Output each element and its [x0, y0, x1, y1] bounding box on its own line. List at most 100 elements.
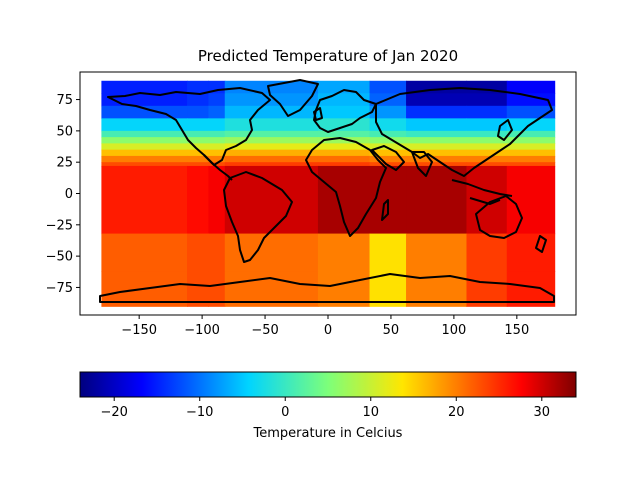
heatmap-cell: [208, 143, 226, 151]
heatmap-cell: [406, 105, 468, 119]
heatmap-cell: [317, 105, 371, 119]
heatmap-cell: [506, 162, 556, 167]
heatmap-cells: [101, 80, 556, 307]
coast-indonesia: [451, 179, 513, 205]
heatmap-cell: [506, 80, 556, 94]
heatmap-cell: [224, 105, 319, 119]
heatmap-cell: [369, 233, 407, 272]
colorbar-tick-label: 10: [362, 405, 379, 420]
heatmap-cell: [224, 271, 319, 307]
heatmap-cell: [369, 143, 407, 151]
heatmap-cell: [466, 137, 508, 144]
heatmap-cell: [466, 130, 508, 138]
coastlines: [99, 79, 555, 303]
heatmap-cell: [317, 118, 371, 132]
heatmap-cell: [208, 130, 226, 138]
heatmap-cell: [506, 143, 556, 151]
heatmap-cell: [101, 149, 188, 157]
heatmap-cell: [208, 233, 226, 272]
y-axis-ticks: −75 −50 −25 0 25 50 75: [46, 93, 80, 296]
coast-madagascar: [381, 199, 389, 221]
heatmap-cell: [208, 118, 226, 132]
heatmap-cell: [466, 118, 508, 132]
heatmap-cell: [317, 233, 371, 272]
heatmap-cell: [208, 162, 226, 167]
heatmap-cell: [224, 143, 319, 151]
heatmap-cell: [101, 118, 188, 132]
heatmap-cell: [317, 137, 371, 144]
heatmap-cell: [187, 155, 210, 163]
heatmap-cell: [224, 93, 319, 107]
y-tick-label: −75: [46, 281, 73, 296]
heatmap-cell: [466, 162, 508, 167]
heatmap-cell: [317, 271, 371, 307]
heatmap-cell: [369, 105, 407, 119]
x-tick-label: 50: [383, 323, 400, 338]
heatmap-cell: [506, 93, 556, 107]
heatmap-cell: [466, 149, 508, 157]
coast-africa: [305, 137, 387, 237]
heatmap-cell: [224, 155, 319, 163]
x-tick-label: −150: [121, 323, 157, 338]
heatmap-cell: [208, 105, 226, 119]
coast-arabia-india: [371, 145, 433, 177]
x-tick-label: 150: [504, 323, 529, 338]
heatmap-cell: [369, 137, 407, 144]
heatmap-cell: [187, 118, 210, 132]
heatmap-cell: [369, 130, 407, 138]
heatmap-cell: [506, 149, 556, 157]
heatmap-cell: [224, 149, 319, 157]
coast-north-america: [107, 87, 271, 166]
heatmap-cell: [506, 233, 556, 272]
heatmap-cell: [369, 149, 407, 157]
colorbar-tick-label: 20: [448, 405, 465, 420]
heatmap-cell: [187, 271, 210, 307]
heatmap-cell: [224, 118, 319, 132]
y-tick-label: 75: [56, 93, 73, 108]
heatmap-cell: [406, 149, 468, 157]
heatmap-cell: [406, 233, 468, 272]
heatmap-cell: [317, 162, 371, 167]
heatmap-cell: [101, 143, 188, 151]
heatmap-cell: [506, 271, 556, 307]
heatmap-cell: [406, 93, 468, 107]
heatmap-cell: [466, 105, 508, 119]
heatmap-cell: [208, 149, 226, 157]
heatmap-cell: [101, 155, 188, 163]
heatmap-cell: [187, 105, 210, 119]
heatmap-cell: [317, 80, 371, 94]
coast-japan: [497, 119, 513, 141]
heatmap-cell: [466, 233, 508, 272]
heatmap-cell: [317, 155, 371, 163]
heatmap-cell: [101, 130, 188, 138]
coast-europe: [313, 89, 377, 133]
heatmap-cell: [466, 93, 508, 107]
x-tick-label: −100: [184, 323, 220, 338]
heatmap-cell: [466, 143, 508, 151]
heatmap-cell: [187, 233, 210, 272]
y-tick-label: 25: [56, 156, 73, 171]
heatmap-cell: [369, 80, 407, 94]
heatmap-cell: [101, 80, 188, 94]
heatmap-cell: [208, 137, 226, 144]
y-tick-label: −50: [46, 250, 73, 265]
heatmap-cell: [317, 143, 371, 151]
heatmap-cell: [187, 137, 210, 144]
x-tick-label: 0: [324, 323, 332, 338]
heatmap-cell: [187, 130, 210, 138]
chart-title: Predicted Temperature of Jan 2020: [198, 47, 458, 65]
x-tick-label: 100: [441, 323, 466, 338]
heatmap-cell: [224, 162, 319, 167]
heatmap-cell: [101, 137, 188, 144]
heatmap-cell: [187, 149, 210, 157]
heatmap-cell: [187, 93, 210, 107]
heatmap-cell: [317, 149, 371, 157]
colorbar-tick-label: −20: [100, 405, 127, 420]
colorbar-ticks: −20 −10 0 10 20 30: [100, 397, 550, 420]
heatmap-cell: [317, 93, 371, 107]
heatmap-cell: [101, 162, 188, 167]
heatmap-cell: [406, 143, 468, 151]
heatmap-cell: [208, 271, 226, 307]
colorbar-label: Temperature in Celcius: [253, 426, 403, 441]
